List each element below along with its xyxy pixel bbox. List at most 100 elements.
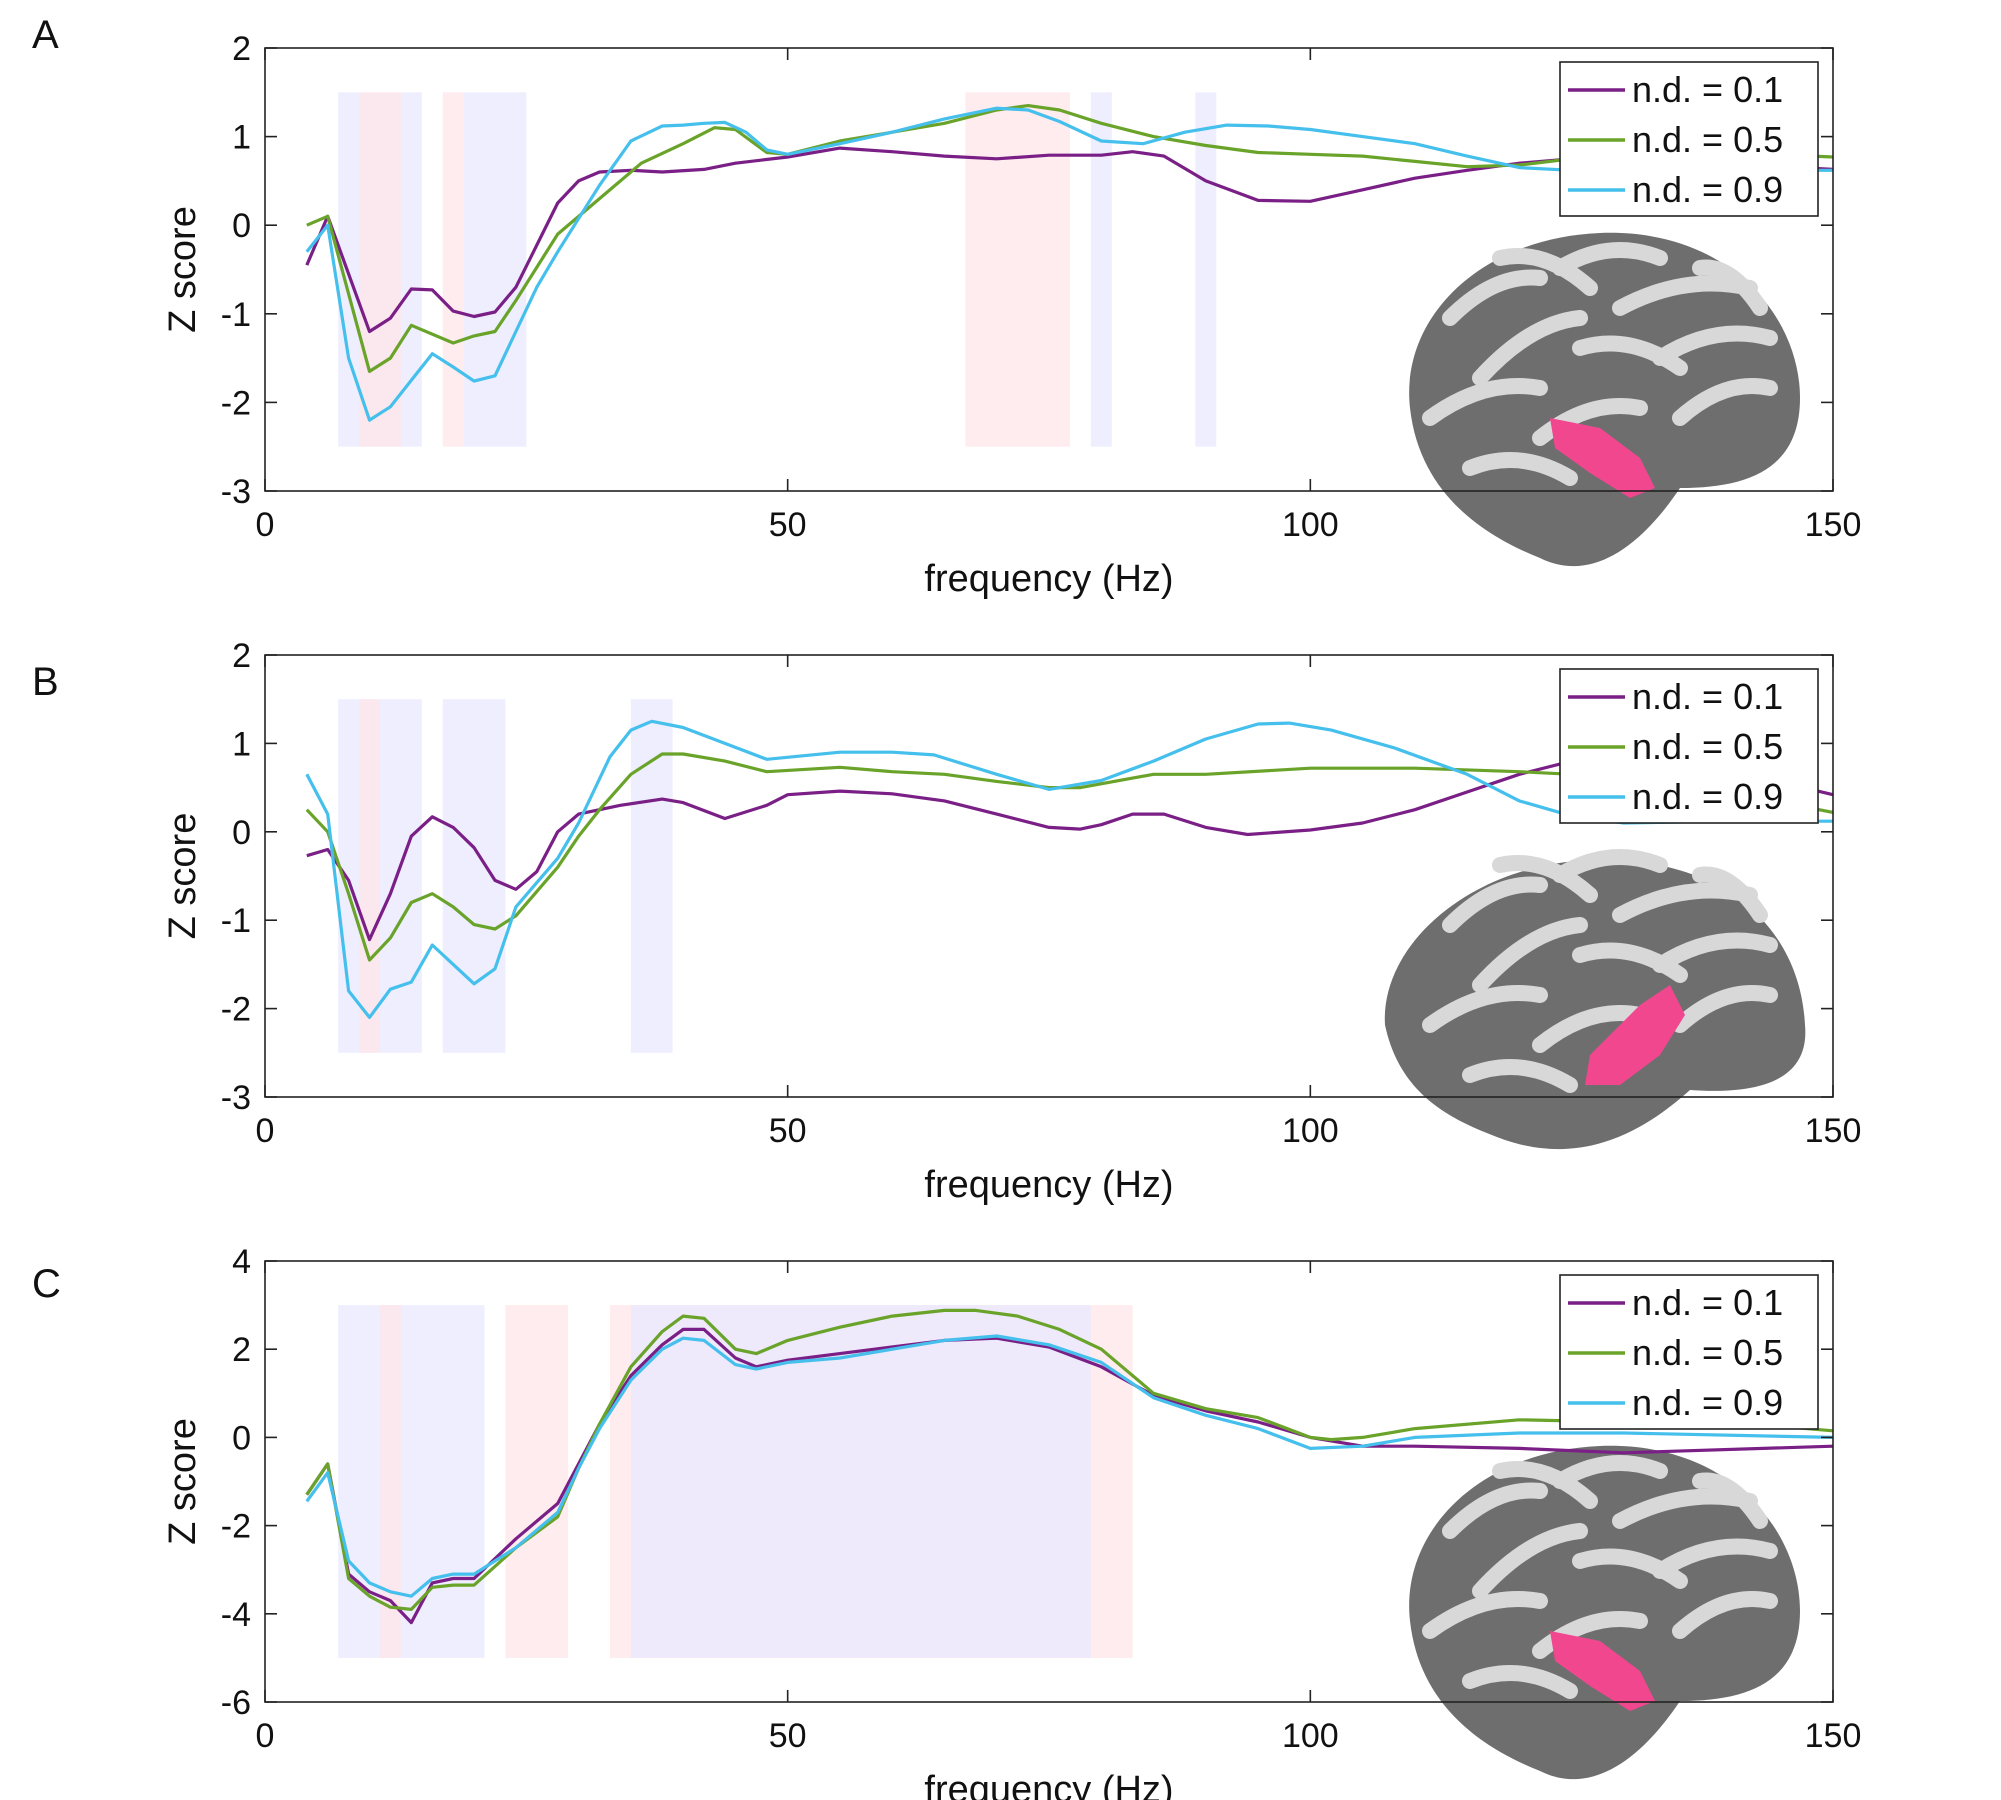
significance-band-blue: [338, 1305, 485, 1658]
legend: n.d. = 0.1 n.d. = 0.5 n.d. = 0.9: [1559, 668, 1819, 824]
brain-gyrus: [1532, 1005, 1648, 1053]
legend: n.d. = 0.1 n.d. = 0.5 n.d. = 0.9: [1559, 61, 1819, 217]
x-tick-label: 50: [769, 506, 807, 544]
brain-gyrus: [1422, 1591, 1548, 1639]
significance-band-blue: [463, 92, 527, 447]
legend-label: n.d. = 0.1: [1632, 676, 1783, 717]
brain-gyrus: [1422, 985, 1548, 1033]
legend-label: n.d. = 0.5: [1632, 1332, 1783, 1373]
legend-label: n.d. = 0.1: [1632, 69, 1783, 110]
series-line-3: [305, 1334, 1834, 1598]
brain-inset-image: [1409, 232, 1800, 567]
significance-band-pink: [379, 1305, 401, 1658]
brain-gyrus: [1692, 1472, 1768, 1529]
brain-gyrus: [1572, 942, 1688, 983]
roi-highlight: [1550, 1631, 1655, 1711]
axes-box: [264, 654, 1834, 1098]
brain-gyrus: [1532, 1611, 1648, 1659]
x-tick-label: 100: [1282, 1717, 1339, 1755]
significance-band-blue: [1090, 92, 1112, 447]
brain-gyrus: [1652, 932, 1778, 973]
brain-gyrus: [1462, 452, 1578, 486]
series-line-3: [305, 719, 1833, 1020]
y-tick-label: -6: [221, 1684, 251, 1722]
x-tick-label: 50: [769, 1717, 807, 1755]
brain-gyrus: [1422, 378, 1548, 426]
x-axis-label: frequency (Hz): [924, 1164, 1173, 1206]
y-tick-label: 1: [232, 725, 251, 763]
brain-gyrus: [1492, 248, 1598, 296]
y-tick-label: 1: [232, 119, 251, 157]
brain-gyrus: [1442, 1482, 1548, 1539]
brain-gyrus: [1692, 259, 1768, 316]
legend-label: n.d. = 0.9: [1632, 776, 1783, 817]
brain-gyrus: [1672, 378, 1778, 426]
legend-label: n.d. = 0.9: [1632, 169, 1783, 210]
brain-gyrus: [1572, 1548, 1688, 1589]
axes-box: [264, 1260, 1834, 1703]
significance-band-pink: [359, 92, 401, 447]
brain-gyrus: [1462, 1665, 1578, 1699]
roi-highlight: [1585, 985, 1685, 1085]
y-axis-label: Z score: [162, 1418, 204, 1545]
brain-gyrus: [1492, 1461, 1598, 1509]
panel-label: A: [32, 13, 59, 57]
y-axis-label: Z score: [162, 206, 204, 333]
panel-label: C: [32, 1262, 61, 1306]
legend-label: n.d. = 0.9: [1632, 1382, 1783, 1423]
brain-gyrus: [1672, 985, 1778, 1033]
y-tick-label: 4: [232, 1243, 251, 1281]
brain-gyrus: [1492, 855, 1598, 903]
x-tick-label: 50: [769, 1112, 807, 1150]
significance-band-blue: [630, 699, 673, 1053]
y-tick-label: -4: [221, 1596, 251, 1634]
x-tick-label: 100: [1282, 1112, 1339, 1150]
axes-box: [264, 47, 1834, 492]
significance-band-pink: [505, 1305, 569, 1658]
significance-band-blue: [630, 1305, 1091, 1658]
y-tick-label: -3: [221, 1079, 251, 1117]
legend: n.d. = 0.1 n.d. = 0.5 n.d. = 0.9: [1559, 1274, 1819, 1430]
brain-gyrus: [1532, 398, 1648, 446]
brain-gyrus: [1442, 269, 1548, 326]
x-tick-label: 0: [256, 506, 275, 544]
brain-gyrus: [1552, 849, 1668, 883]
significance-band-blue: [1195, 92, 1217, 447]
panel-c: 0 50 100 150 4 2 0 -2 -4 -6 frequency (Hz) Z score C…: [32, 1243, 1861, 1800]
x-tick-label: 100: [1282, 506, 1339, 544]
brain-inset-image: [1409, 1445, 1800, 1780]
y-tick-label: 0: [232, 814, 251, 852]
brain-gyrus: [1672, 1591, 1778, 1639]
series-line-2: [305, 1308, 1834, 1612]
y-tick-label: -2: [221, 1508, 251, 1546]
y-tick-label: 0: [232, 1419, 251, 1457]
y-tick-label: 2: [232, 1331, 251, 1369]
y-tick-label: -2: [221, 384, 251, 422]
x-axis-label: frequency (Hz): [924, 1769, 1173, 1800]
brain-gyrus: [1442, 876, 1548, 933]
x-axis-label: frequency (Hz): [924, 558, 1173, 600]
brain-inset-image: [1384, 849, 1806, 1150]
brain-gyrus: [1472, 310, 1588, 386]
series-line-2: [305, 752, 1834, 962]
x-tick-label: 0: [256, 1717, 275, 1755]
brain-gyrus: [1652, 325, 1778, 366]
panel-b: 0 50 100 150 2 1 0 -1 -2 -3 frequency (Hz) Z score B…: [32, 637, 1861, 1206]
series-line-1: [306, 755, 1834, 942]
x-tick-label: 0: [256, 1112, 275, 1150]
significance-band-pink: [965, 92, 1070, 447]
brain-gyrus: [1572, 335, 1688, 376]
roi-highlight: [1550, 418, 1655, 498]
y-tick-label: -2: [221, 991, 251, 1029]
brain-gyrus: [1472, 1523, 1588, 1599]
brain-gyrus: [1552, 242, 1668, 276]
x-tick-label: 150: [1805, 506, 1862, 544]
y-tick-label: -3: [221, 473, 251, 511]
brain-gyrus: [1552, 1455, 1668, 1489]
y-tick-label: 2: [232, 637, 251, 675]
legend-label: n.d. = 0.5: [1632, 726, 1783, 767]
significance-band-pink: [359, 699, 380, 1053]
legend-label: n.d. = 0.5: [1632, 119, 1783, 160]
y-tick-label: -1: [221, 902, 251, 940]
